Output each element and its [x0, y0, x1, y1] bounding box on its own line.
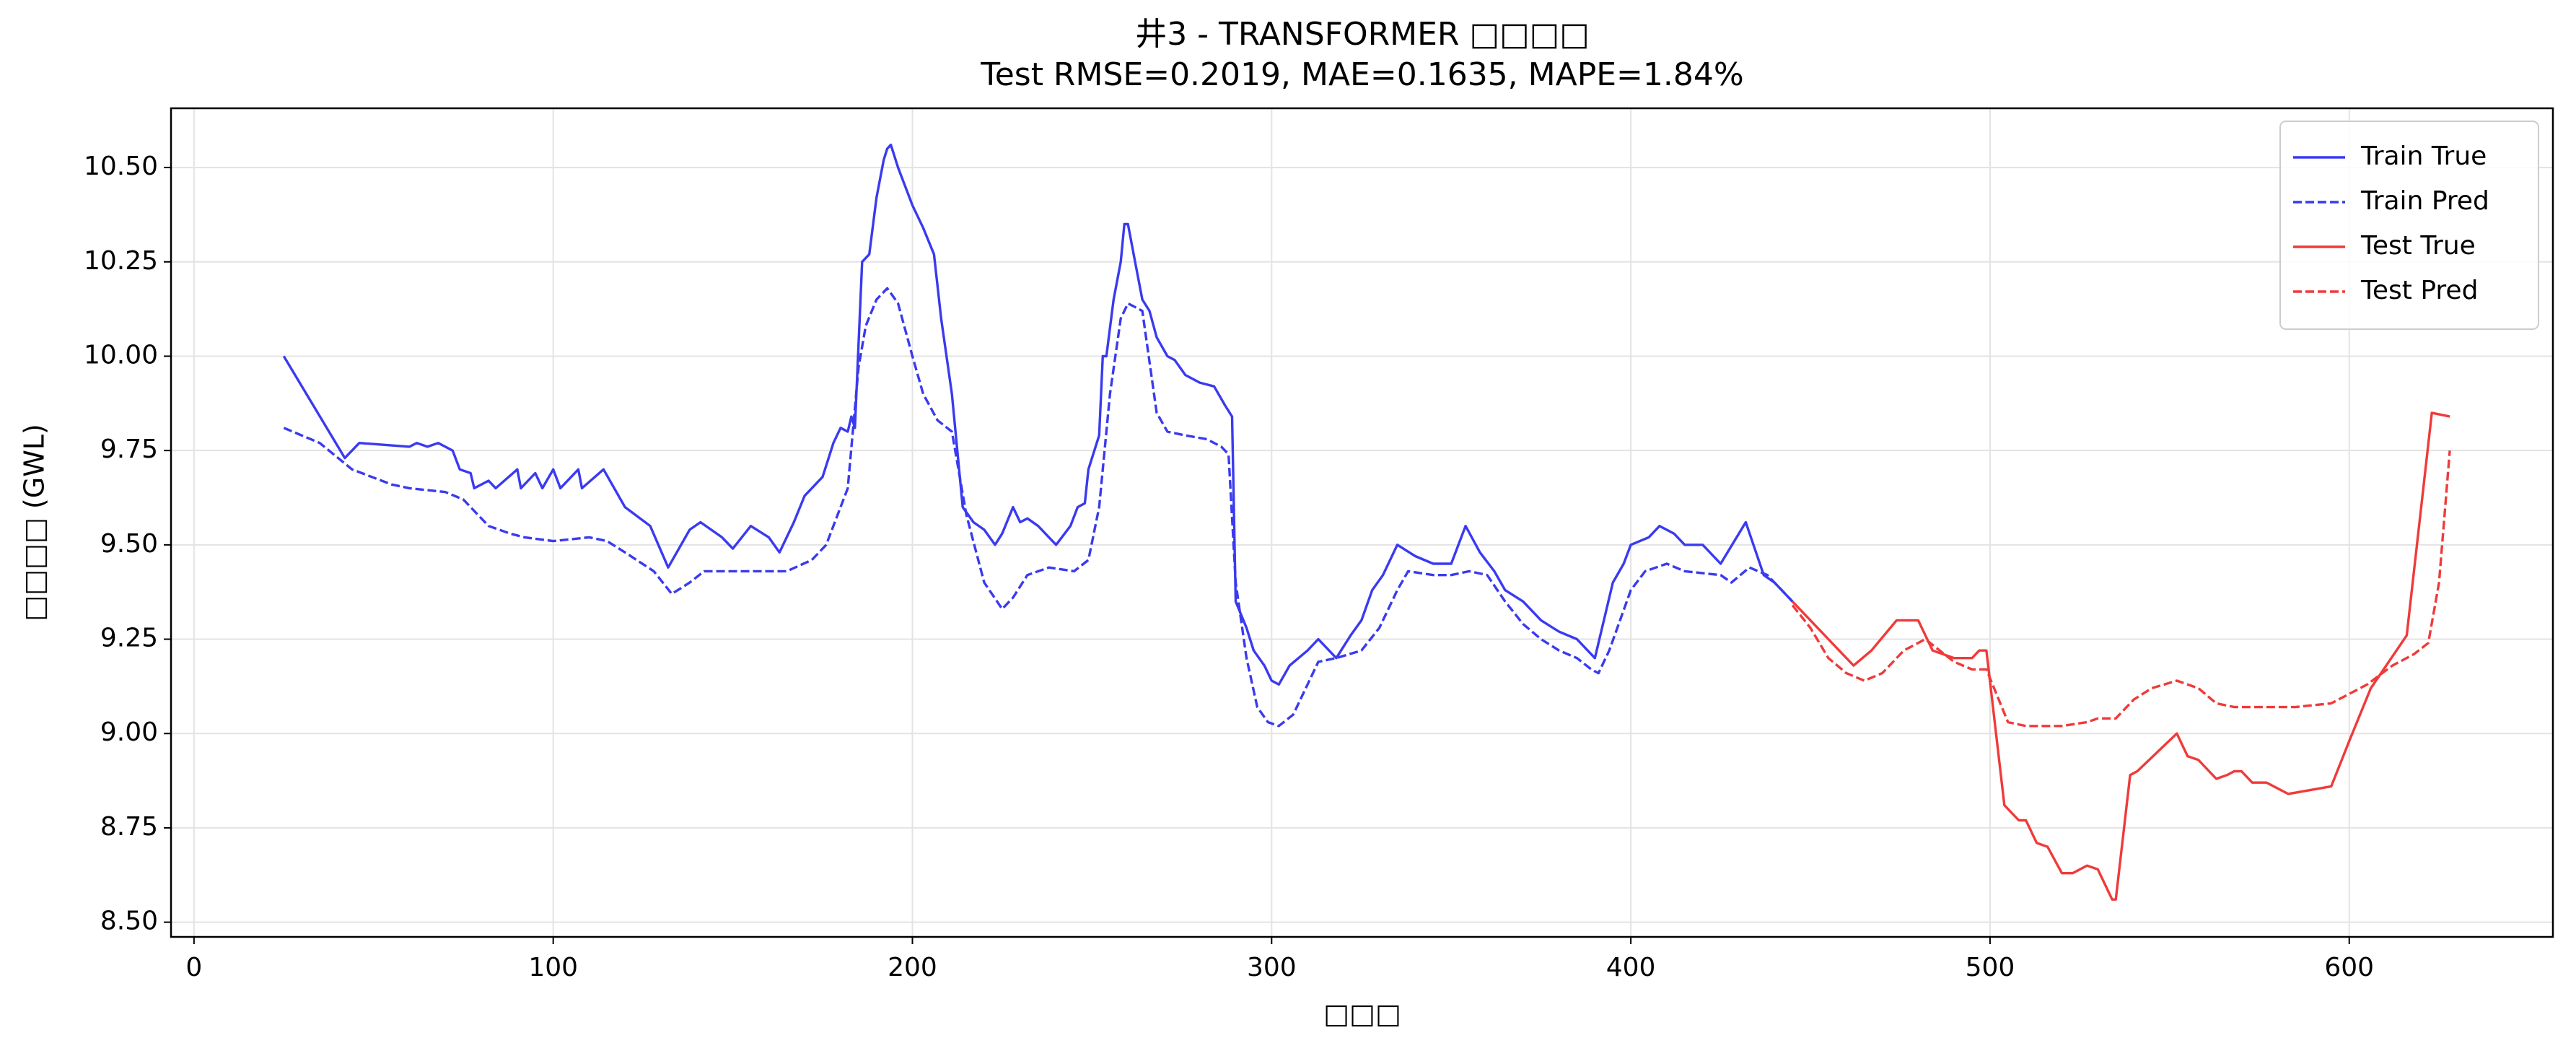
y-tick-label: 9.25 [100, 624, 158, 653]
y-tick-label: 9.50 [100, 529, 158, 559]
y-tick-label: 8.50 [100, 907, 158, 936]
chart-title: 井3 - TRANSFORMER □□□□ [1135, 16, 1590, 53]
line-series [283, 287, 1794, 728]
x-tick-label: 600 [2324, 953, 2374, 982]
legend-box [2279, 121, 2539, 330]
y-tick-label: 10.50 [84, 152, 158, 181]
legend-label: Train Pred [2360, 186, 2489, 216]
x-tick-label: 100 [528, 953, 578, 982]
legend-label: Train True [2360, 141, 2487, 171]
y-axis-label: □□□□ (GWL) [19, 424, 51, 621]
x-tick-label: 200 [888, 953, 937, 982]
line-series [1791, 450, 2451, 728]
y-tick-label: 9.75 [100, 435, 158, 464]
line-series [282, 144, 1794, 686]
line-series [1791, 411, 2450, 901]
chart-subtitle: Test RMSE=0.2019, MAE=0.1635, MAPE=1.84% [980, 56, 1743, 93]
x-tick-label: 300 [1247, 953, 1297, 982]
y-tick-label: 10.25 [84, 246, 158, 276]
legend-label: Test Pred [2360, 276, 2478, 305]
y-tick-label: 8.75 [100, 812, 158, 842]
x-tick-label: 500 [1966, 953, 2015, 982]
x-axis-label: □□□ [1323, 998, 1401, 1030]
y-tick-label: 10.00 [84, 340, 158, 370]
y-tick-label: 9.00 [100, 717, 158, 747]
legend-label: Test True [2360, 231, 2476, 261]
plot-frame [170, 107, 2554, 938]
x-tick-label: 0 [185, 953, 202, 982]
x-tick-label: 400 [1606, 953, 1656, 982]
